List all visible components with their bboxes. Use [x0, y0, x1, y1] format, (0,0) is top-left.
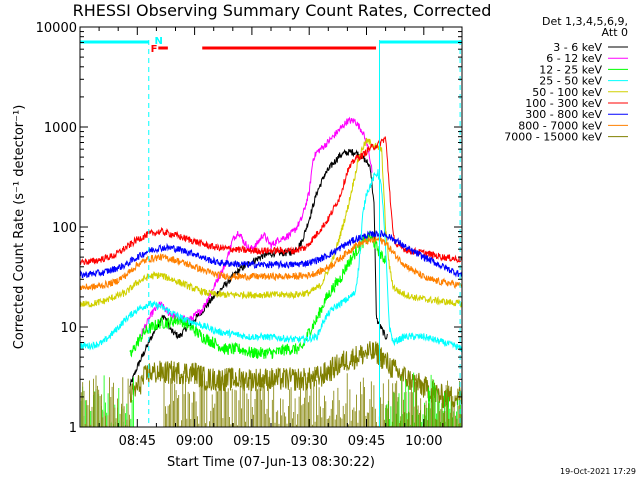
axis-group: 1 10 100 1000 10000 08:45 09:00 09:15 09:30 09:45… — [36, 21, 463, 449]
series-line-3 — [80, 169, 462, 353]
series-noise-8-2 — [80, 375, 130, 427]
flag-label-n: N — [154, 36, 162, 47]
legend-label-4: 50 - 100 keV — [532, 86, 602, 99]
legend-label-1: 6 - 12 keV — [546, 52, 602, 65]
x-tick-label-0: 08:45 — [119, 434, 156, 449]
y-axis-label: Corrected Count Rate (s⁻¹ detector⁻¹) — [12, 105, 27, 350]
timestamp: 19-Oct-2021 17:29 — [560, 467, 636, 476]
flag-label-f: F — [151, 44, 158, 55]
y-tick-label-1: 10 — [60, 321, 77, 336]
series-line-6 — [80, 229, 462, 278]
series-line-2 — [129, 231, 386, 360]
series-line-7 — [80, 235, 462, 291]
legend-header-1: Att 0 — [602, 26, 628, 39]
y-tick-label-0: 1 — [69, 421, 77, 436]
legend-label-3: 25 - 50 keV — [539, 75, 602, 88]
series-noise-8-3 — [163, 372, 462, 427]
series-line-5 — [80, 136, 462, 265]
legend-label-2: 12 - 25 keV — [539, 63, 602, 76]
x-tick-label-5: 10:00 — [405, 434, 442, 449]
y-tick-label-3: 1000 — [44, 121, 77, 136]
legend-header-0: Det 1,3,4,5,6,9, — [542, 15, 628, 28]
series-line-0 — [129, 148, 388, 388]
series-group — [80, 116, 462, 427]
x-tick-label-1: 09:00 — [176, 434, 213, 449]
x-tick-label-3: 09:30 — [290, 434, 327, 449]
x-tick-label-4: 09:45 — [348, 434, 385, 449]
chart-title: RHESSI Observing Summary Count Rates, Co… — [73, 1, 492, 20]
y-tick-label-2: 100 — [52, 221, 77, 236]
series-line-1 — [136, 116, 373, 345]
series-line-8 — [129, 341, 462, 409]
x-axis-label: Start Time (07-Jun-13 08:30:22) — [167, 455, 375, 470]
legend-label-7: 800 - 7000 keV — [518, 119, 602, 132]
legend-label-5: 100 - 300 keV — [525, 97, 602, 110]
legend-label-8: 7000 - 15000 keV — [504, 131, 602, 144]
legend-label-6: 300 - 800 keV — [525, 108, 602, 121]
series-line-4 — [80, 137, 462, 308]
x-tick-label-2: 09:15 — [233, 434, 270, 449]
legend-label-0: 3 - 6 keV — [553, 41, 602, 54]
y-tick-label-4: 10000 — [36, 21, 77, 36]
annotation-group: NF — [80, 36, 462, 427]
